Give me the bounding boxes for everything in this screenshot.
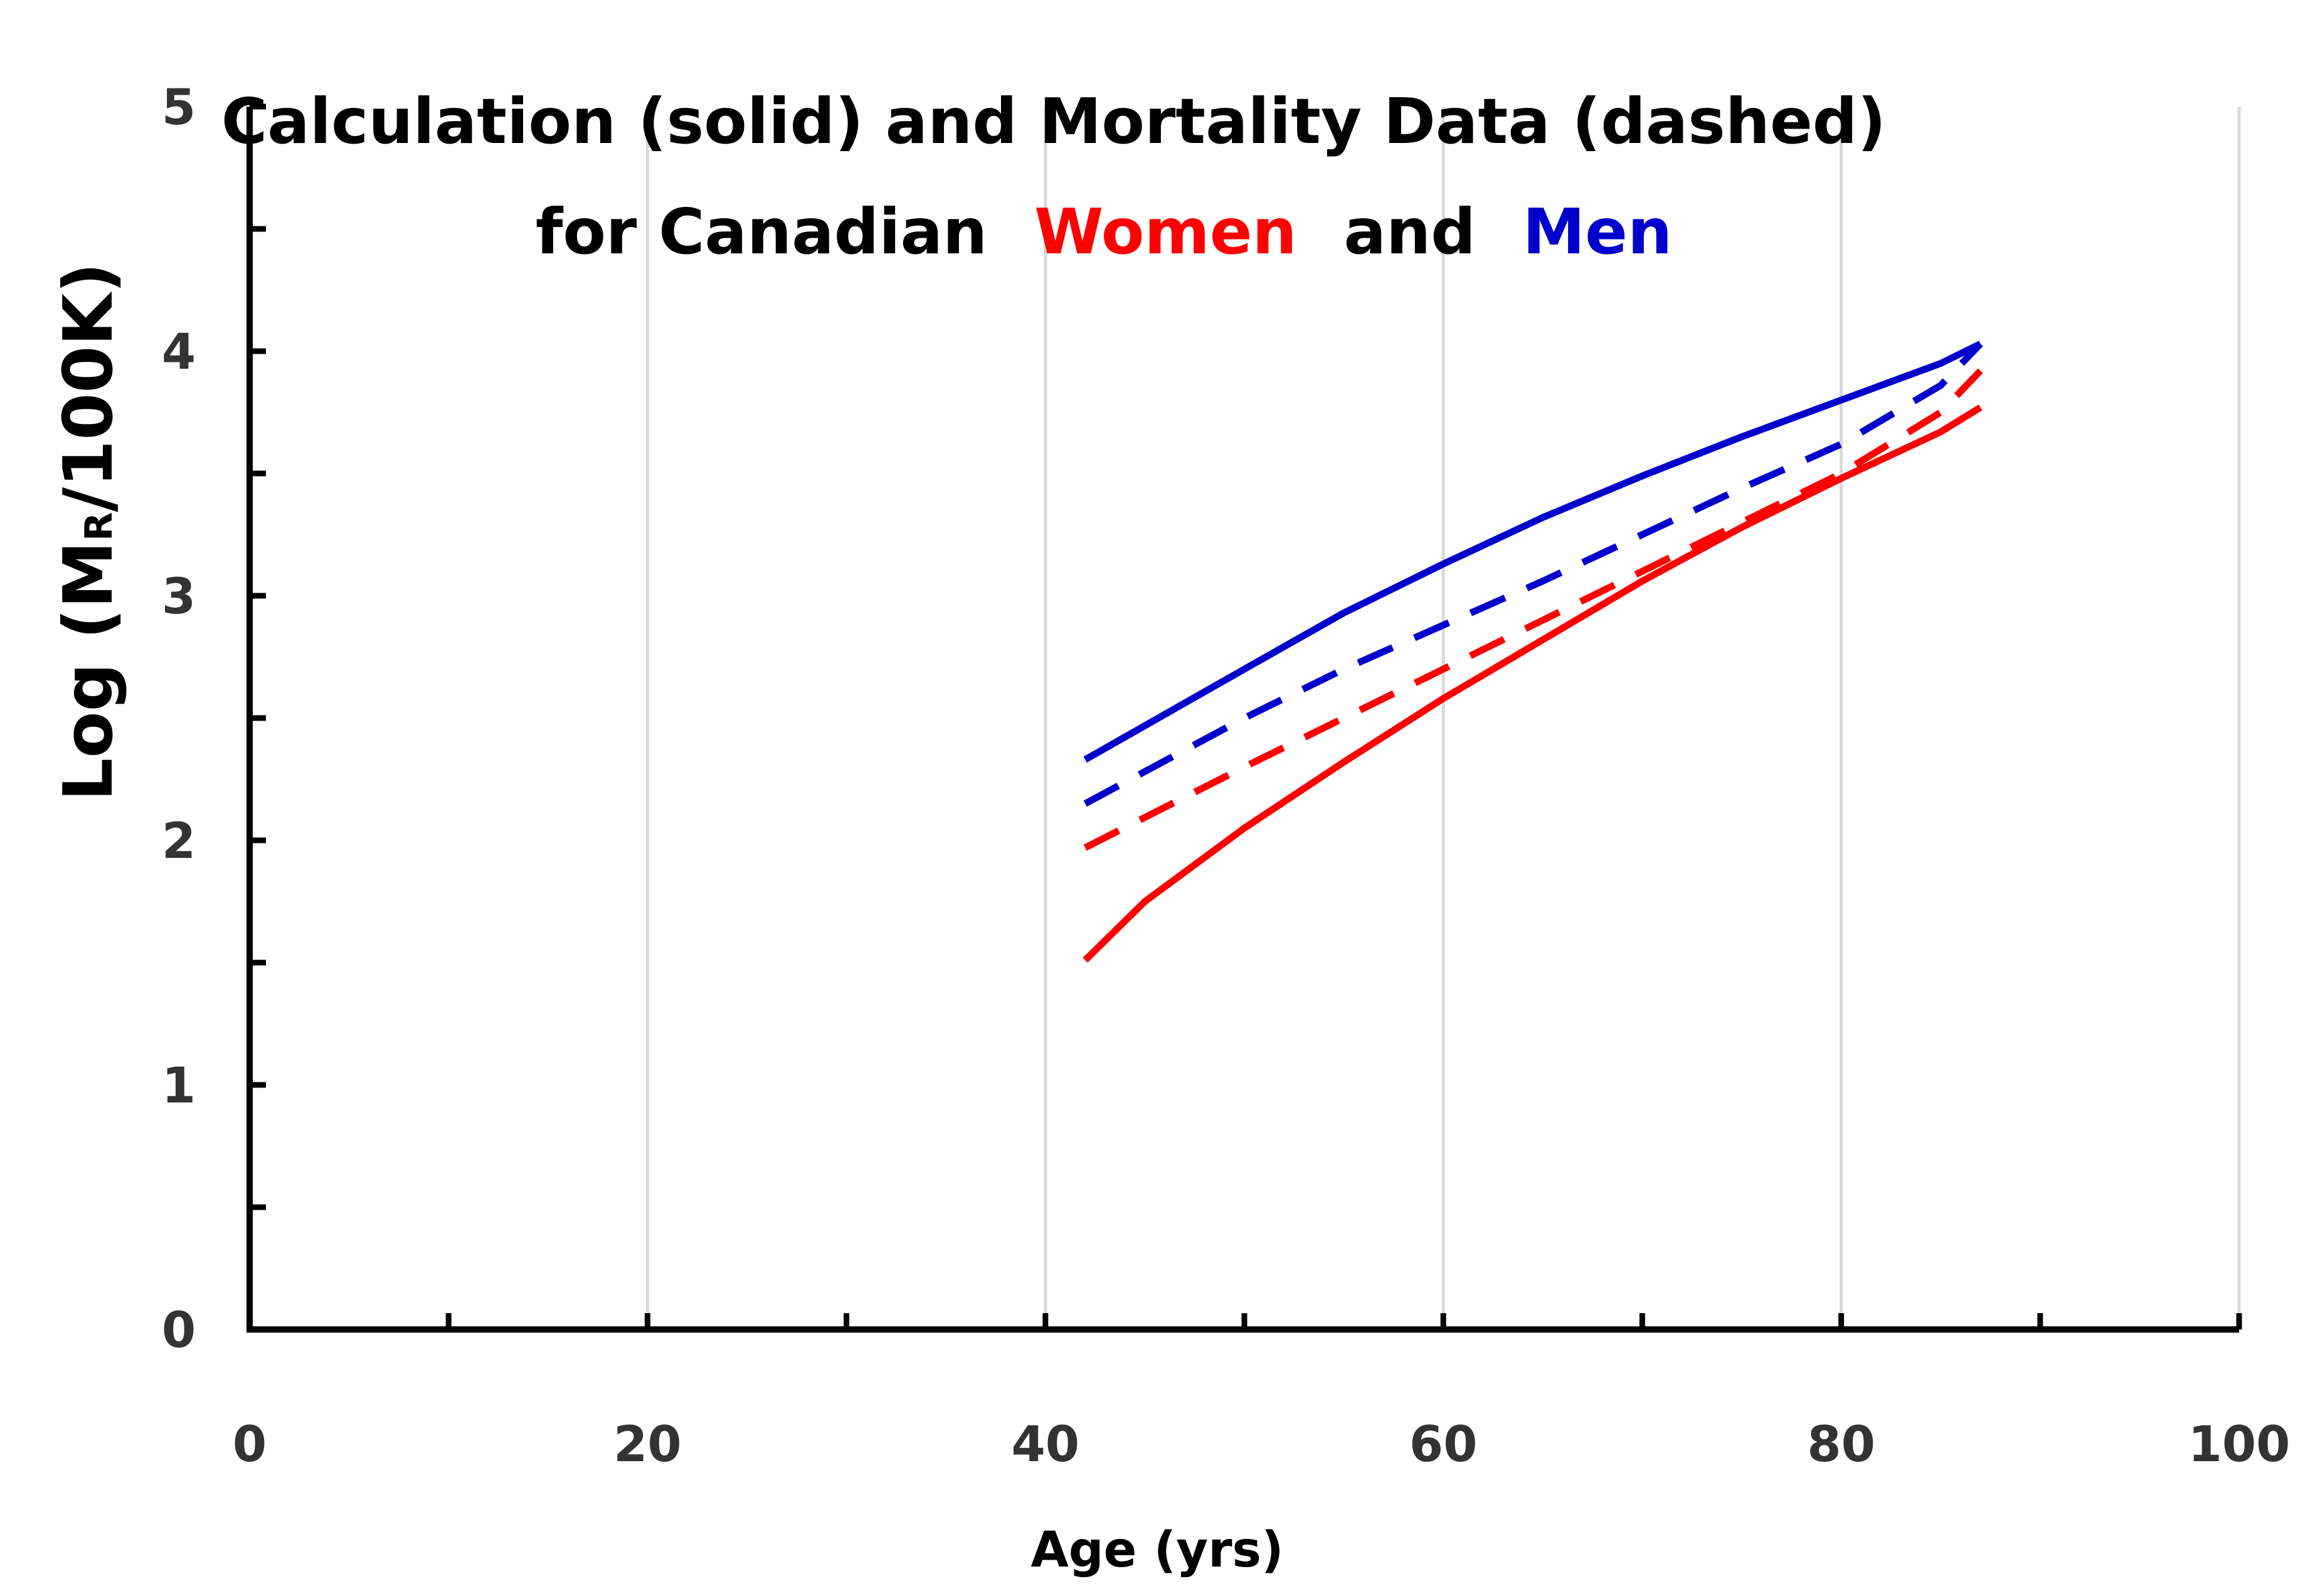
title-men-label: Men [1523,195,1673,268]
y-tick-label-2: 2 [162,813,196,870]
chart-title-line-2: for Canadian Women and Men [536,195,1672,268]
x-tick-label-0: 0 [233,1417,267,1473]
chart-title-line-1: Calculation (solid) and Mortality Data (… [221,85,1886,158]
grid-lines [645,107,2241,1329]
y-tick-label-3: 3 [162,569,196,625]
y-tick-label-0: 0 [162,1303,196,1359]
x-axis-label: Age (yrs) [1030,1522,1283,1578]
series-line-women-calculation [1083,404,1983,963]
y-tick-label-5: 5 [162,80,196,136]
x-tick-label-20: 20 [613,1417,682,1473]
title-prefix: for Canadian [536,195,987,268]
series-line-men-data [1083,341,1983,807]
tick-labels: 0 20 40 60 80 100 0 1 2 3 4 5 [162,80,2291,1473]
y-tick-label-1: 1 [162,1058,196,1114]
x-tick-label-100: 100 [2188,1417,2291,1473]
x-tick-label-80: 80 [1807,1417,1875,1473]
series-layer [1083,341,1983,963]
y-axis-label-subscript: R [77,512,121,541]
y-axis-label-prefix: Log (M [50,541,128,801]
title-and-word: and [1344,195,1476,268]
y-axis-label-suffix: /100K) [50,263,128,512]
y-axis-label: Log (MR/100K) [50,263,128,801]
x-tick-label-60: 60 [1409,1417,1478,1473]
axes [246,103,2242,1333]
series-line-men-calculation [1083,341,1983,763]
title-women-label: Women [1034,195,1297,268]
series-line-women-data [1083,368,1983,851]
y-tick-label-4: 4 [162,324,196,381]
x-tick-label-40: 40 [1012,1417,1080,1473]
